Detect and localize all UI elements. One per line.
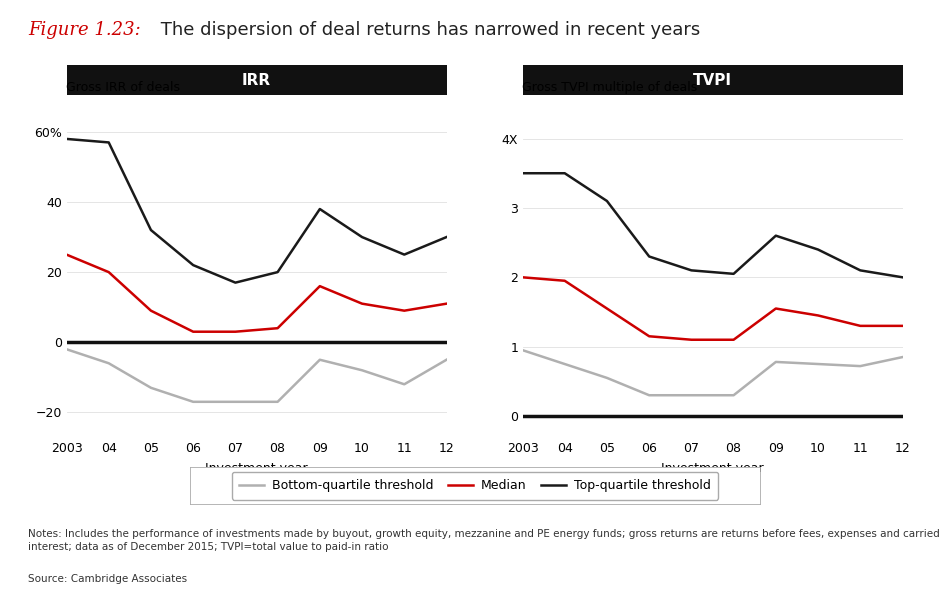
Text: Gross TVPI multiple of deals: Gross TVPI multiple of deals — [522, 81, 697, 94]
Text: Notes: Includes the performance of investments made by buyout, growth equity, me: Notes: Includes the performance of inves… — [28, 529, 940, 552]
Text: Source: Cambridge Associates: Source: Cambridge Associates — [28, 574, 188, 584]
Legend: Bottom-quartile threshold, Median, Top-quartile threshold: Bottom-quartile threshold, Median, Top-q… — [232, 472, 718, 500]
X-axis label: Investment year: Investment year — [661, 462, 764, 475]
X-axis label: Investment year: Investment year — [205, 462, 308, 475]
Text: The dispersion of deal returns has narrowed in recent years: The dispersion of deal returns has narro… — [155, 21, 700, 39]
Text: Figure 1.23:: Figure 1.23: — [28, 21, 142, 39]
Text: IRR: IRR — [242, 73, 271, 87]
Text: TVPI: TVPI — [693, 73, 732, 87]
Text: Gross IRR of deals: Gross IRR of deals — [66, 81, 180, 94]
